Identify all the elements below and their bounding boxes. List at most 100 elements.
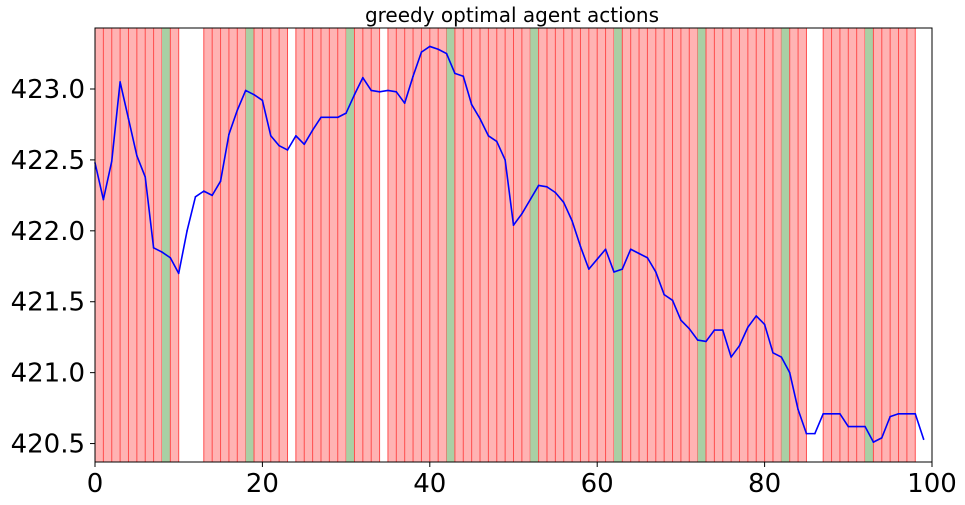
data-point: [454, 72, 456, 75]
red-action-band: [622, 28, 698, 462]
data-point: [378, 91, 381, 93]
y-tick-label: 422.0: [11, 217, 85, 247]
data-point: [194, 195, 197, 198]
data-point: [546, 186, 548, 188]
chart-title: greedy optimal agent actions: [365, 3, 659, 27]
green-action-band: [530, 28, 539, 462]
data-point: [253, 93, 255, 96]
data-point: [872, 441, 875, 443]
green-action-band: [781, 28, 790, 462]
data-point: [102, 198, 105, 201]
data-point: [613, 271, 615, 273]
green-action-band: [161, 28, 171, 462]
data-point: [922, 438, 925, 441]
data-point: [437, 48, 439, 51]
data-point: [429, 45, 431, 48]
red-action-band: [823, 28, 866, 462]
data-point: [588, 268, 590, 270]
data-point: [353, 93, 356, 96]
y-tick-label: 421.0: [11, 359, 85, 389]
data-point: [110, 160, 113, 163]
data-point: [730, 356, 732, 358]
x-tick-label: 40: [413, 469, 446, 499]
data-point: [914, 412, 917, 415]
red-action-band: [354, 28, 380, 462]
y-tick-label: 421.5: [11, 288, 85, 318]
data-point: [311, 129, 314, 131]
x-tick-label: 20: [246, 469, 279, 499]
data-point: [127, 117, 130, 120]
red-action-band: [454, 28, 531, 462]
data-point: [269, 134, 272, 137]
y-tick-label: 423.0: [11, 75, 85, 105]
data-point: [278, 144, 280, 147]
data-point: [721, 329, 724, 331]
data-point: [136, 154, 138, 157]
data-point: [629, 248, 632, 251]
data-point: [797, 408, 799, 411]
data-point: [228, 133, 230, 136]
data-point: [814, 432, 816, 435]
data-point: [420, 51, 423, 53]
data-point: [504, 159, 506, 161]
series-group: [94, 45, 925, 443]
y-tick-label: 420.5: [11, 430, 85, 460]
data-point: [906, 412, 908, 415]
green-action-band: [245, 28, 255, 462]
data-point: [286, 149, 289, 151]
green-action-band: [446, 28, 455, 462]
data-point: [479, 117, 481, 120]
data-point: [161, 251, 163, 253]
data-point: [412, 75, 414, 78]
data-point: [345, 112, 347, 114]
plot-frame: [94, 27, 933, 463]
data-point: [244, 89, 247, 92]
data-point: [822, 412, 824, 415]
data-point: [638, 252, 640, 255]
data-point: [705, 340, 707, 343]
data-point: [864, 425, 866, 428]
data-point: [177, 272, 180, 275]
data-point: [512, 224, 515, 226]
data-point: [537, 184, 540, 187]
data-point: [671, 299, 674, 302]
data-point: [889, 415, 891, 418]
data-point: [747, 326, 749, 329]
data-point: [855, 425, 858, 428]
data-point: [295, 134, 297, 137]
data-point: [604, 248, 607, 251]
data-point: [470, 103, 473, 106]
data-point: [521, 212, 523, 215]
y-tick-label: 422.5: [11, 146, 85, 176]
red-action-band: [873, 28, 916, 462]
red-action-band: [538, 28, 614, 462]
data-point: [713, 329, 716, 331]
data-point: [880, 437, 883, 439]
data-point: [680, 319, 682, 321]
data-point: [370, 89, 373, 92]
data-point: [169, 256, 172, 259]
data-point: [763, 323, 766, 326]
data-point: [152, 247, 155, 249]
data-point: [336, 116, 339, 119]
data-point: [663, 293, 665, 296]
data-point: [395, 91, 398, 93]
data-point: [529, 198, 532, 201]
data-point: [495, 140, 498, 143]
data-point: [696, 339, 699, 341]
data-point: [445, 52, 448, 55]
data-point: [487, 134, 490, 137]
x-tick-label: 60: [581, 469, 614, 499]
data-point: [219, 180, 222, 182]
data-point: [780, 356, 783, 358]
x-tick-label: 0: [87, 469, 104, 499]
data-point: [805, 432, 808, 435]
data-point: [579, 245, 582, 248]
x-tick-label: 100: [907, 469, 957, 499]
data-point: [362, 76, 364, 79]
data-point: [387, 89, 389, 92]
data-point: [646, 256, 649, 259]
data-point: [186, 230, 188, 232]
data-point: [328, 116, 331, 119]
